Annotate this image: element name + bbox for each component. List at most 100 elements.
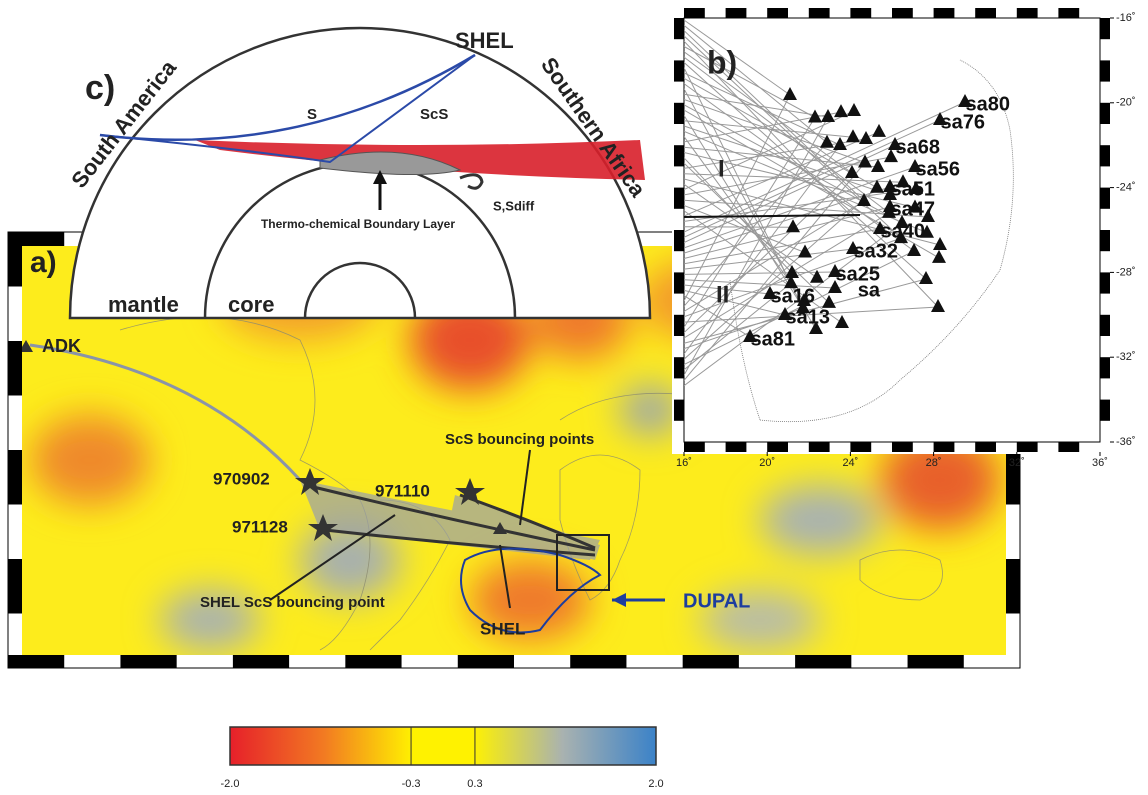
frame-segment [1100,357,1110,378]
frame-segment [684,8,705,18]
station-label: sa81 [751,328,796,350]
station-label: SHEL [455,28,514,53]
frame-segment [674,103,684,124]
panel-label: c) [85,69,115,107]
frame-segment [767,442,788,452]
tick-label: 2.0 [648,778,663,790]
frame-segment [674,315,684,336]
panel-c: SHEL c) South America Southern Africa S … [66,28,651,318]
frame-segment [674,230,684,251]
tick-label: 16˚ [676,457,692,469]
frame-segment [1100,18,1110,39]
frame-segment [345,655,401,668]
frame-segment [8,655,64,668]
station-label: sa76 [941,111,986,133]
tick-label: -0.3 [402,778,421,790]
frame-segment [8,450,22,505]
station-label: sa51 [891,178,936,200]
frame-segment [674,272,684,293]
frame-segment [809,8,830,18]
event-label: 971110 [375,481,430,500]
frame-segment [1058,8,1079,18]
tick-label: -32˚ [1116,351,1136,363]
region-label: core [228,292,274,317]
region-label: mantle [108,292,179,317]
frame-segment [850,442,871,452]
frame-segment [674,145,684,166]
frame-segment [975,8,996,18]
frame-segment [1100,400,1110,421]
event-label: 970902 [213,469,270,488]
tick-label: -16˚ [1116,12,1136,24]
frame-segment [1006,559,1020,614]
frame-segment [1100,103,1110,124]
frame-segment [674,400,684,421]
annotation: DUPAL [683,590,750,612]
frame-segment [1017,8,1038,18]
frame-segment [892,8,913,18]
frame-segment [8,232,22,287]
frame-segment [1100,60,1110,81]
frame-segment [1100,188,1110,209]
frame-segment [233,655,289,668]
figure: a) ADK 970902 971110 971128 ScS bouncing… [0,0,1148,795]
station-label: sa56 [916,158,961,180]
frame-segment [683,655,739,668]
frame-segment [934,442,955,452]
tick-label: -20˚ [1116,97,1136,109]
region-label: I [718,155,725,182]
colorbar: -2.0 -0.3 0.3 2.0 [221,727,664,790]
station-label: ADK [42,336,81,356]
frame-segment [1100,230,1110,251]
annotation: SHEL ScS bouncing point [200,594,385,611]
frame-segment [726,8,747,18]
frame-segment [8,559,22,614]
frame-segment [8,341,22,396]
frame-segment [1100,272,1110,293]
frame-segment [1100,315,1110,336]
phase-label: S,Sdiff [493,198,535,213]
tick-label: 20˚ [759,457,775,469]
frame-segment [795,655,851,668]
frame-segment [674,60,684,81]
station-label: sa [858,279,881,301]
event-label: 971128 [232,517,288,536]
tick-label: 24˚ [842,457,858,469]
panel-label: a) [30,246,57,279]
phase-label: ScS [420,106,448,123]
frame-segment [674,188,684,209]
tick-label: 0.3 [467,778,482,790]
tick-label: 36˚ [1092,457,1108,469]
region-label: II [716,281,729,308]
ray-path [684,227,793,228]
layer-label: Thermo-chemical Boundary Layer [261,217,455,231]
station-label: sa40 [881,220,926,242]
annotation: ScS bouncing points [445,431,594,448]
tick-label: -2.0 [221,778,240,790]
frame-segment [726,442,747,452]
frame-segment [767,8,788,18]
station-label: sa16 [771,285,816,307]
frame-segment [975,442,996,452]
tick-label: -24˚ [1116,182,1136,194]
annotation: SHEL [480,619,525,638]
panel-b: sa80sa76sa68sa56sa51sa47sa40sa32sa25sasa… [672,8,1136,469]
station-label: sa68 [896,136,941,158]
frame-segment [570,655,626,668]
frame-segment [1100,145,1110,166]
tick-label: -36˚ [1116,436,1136,448]
station-label: sa32 [854,240,899,262]
tick-label: 28˚ [926,457,942,469]
frame-segment [1017,442,1038,452]
frame-segment [934,8,955,18]
frame-segment [908,655,964,668]
frame-segment [674,18,684,39]
frame-segment [674,357,684,378]
frame-segment [809,442,830,452]
frame-segment [892,442,913,452]
frame-segment [850,8,871,18]
frame-segment [684,442,705,452]
panel-label: b) [707,44,737,80]
tick-label: 32˚ [1009,457,1025,469]
frame-segment [1058,442,1079,452]
